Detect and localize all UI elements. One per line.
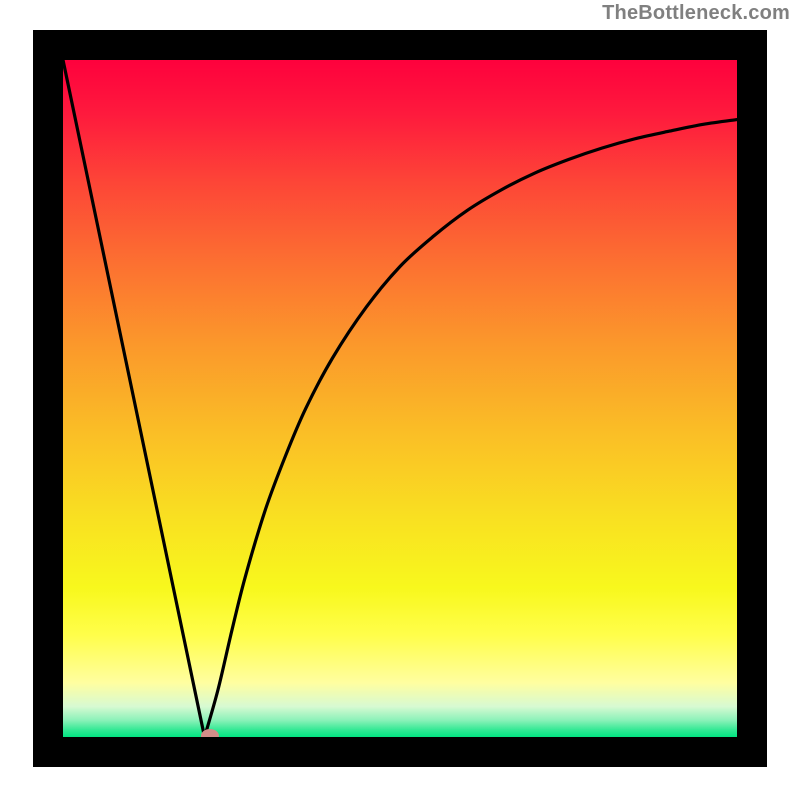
bottleneck-curve-chart <box>0 0 800 800</box>
watermark-text: TheBottleneck.com <box>602 2 790 25</box>
chart-frame: TheBottleneck.com <box>0 0 800 800</box>
gradient-background <box>63 60 737 737</box>
